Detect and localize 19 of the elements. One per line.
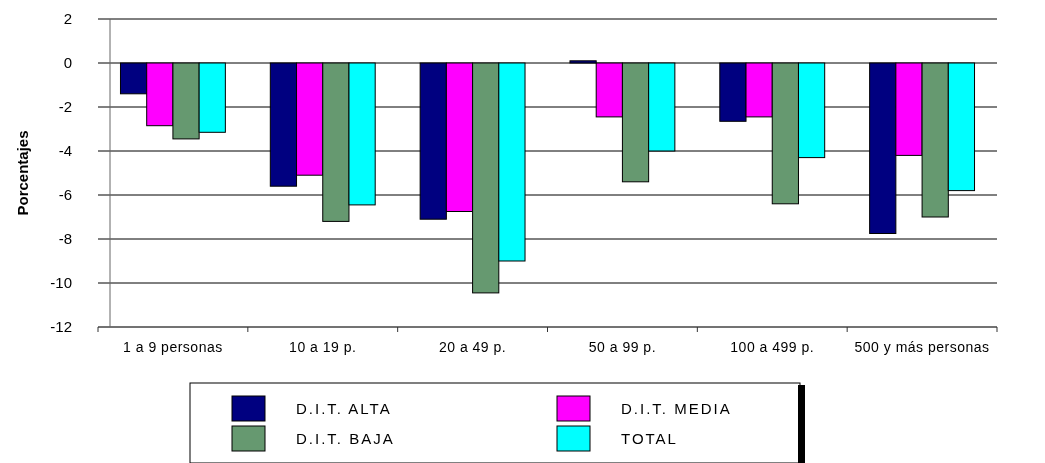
y-tick-label: -10: [50, 274, 72, 292]
x-tick-label: 50 a 99 p.: [588, 339, 657, 355]
y-tick-label: 0: [63, 54, 72, 72]
legend-label: D.I.T. ALTA: [296, 400, 392, 418]
x-tick-label: 20 a 49 p.: [438, 339, 507, 355]
y-tick-label: -2: [58, 98, 72, 116]
x-tick-label: 100 a 499 p.: [730, 339, 815, 355]
y-tick-label: -6: [58, 186, 72, 204]
y-tick-label: 2: [63, 10, 72, 28]
y-tick-label: -8: [58, 230, 72, 248]
x-tick-label: 500 y más personas: [854, 339, 990, 355]
x-tick-label: 1 a 9 personas: [123, 339, 223, 355]
legend-label: D.I.T. BAJA: [296, 430, 395, 448]
y-tick-label: -12: [50, 318, 72, 336]
legend-label: D.I.T. MEDIA: [621, 400, 732, 418]
y-tick-label: -4: [58, 142, 72, 160]
y-axis-title: Porcentajes: [14, 130, 31, 216]
x-tick-label: 10 a 19 p.: [289, 339, 357, 355]
legend-label: TOTAL: [621, 430, 678, 448]
